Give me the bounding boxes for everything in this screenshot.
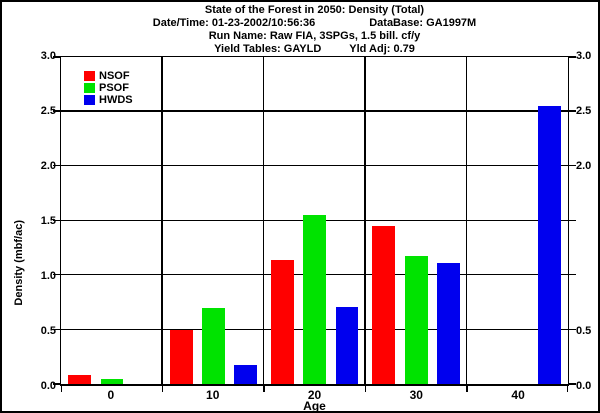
y-tick-right (568, 110, 576, 112)
bar-nsof-age-10 (169, 329, 193, 384)
y-tick-label-right: 0.0 (576, 380, 592, 392)
bar-nsof-age-20 (271, 259, 294, 384)
bar-psof-age-0 (100, 378, 124, 384)
psof-swatch-icon (84, 83, 95, 93)
y-tick-label-left: 0.0 (40, 380, 56, 392)
y-tick-label-left: 1.5 (40, 215, 56, 227)
legend-label: NSOF (99, 70, 130, 82)
y-tick-right (568, 164, 576, 167)
bar-group-age-20 (264, 57, 365, 384)
legend-item-hwds: HWDS (84, 94, 133, 106)
legend-item-psof: PSOF (84, 82, 133, 94)
x-tick (60, 386, 62, 392)
bar-nsof-age-30 (372, 225, 396, 384)
v-gridline (161, 57, 163, 384)
chart-header: State of the Forest in 2050: Density (To… (60, 4, 569, 56)
bar-hwds-age-20 (335, 306, 359, 384)
x-tick (566, 386, 568, 392)
legend-label: PSOF (99, 82, 129, 94)
y-tick-label-left: 3.0 (40, 50, 56, 62)
bar-psof-age-30 (404, 256, 428, 384)
hwds-swatch-icon (84, 95, 95, 105)
h-gridline (61, 164, 568, 167)
x-tick (466, 386, 468, 392)
h-gridline (61, 110, 568, 112)
legend-label: HWDS (99, 94, 133, 106)
y-tick-right (568, 219, 576, 221)
x-axis-title: Age (303, 399, 326, 413)
y-tick-left (53, 328, 61, 330)
y-tick-right (568, 56, 576, 58)
bar-psof-age-10 (201, 307, 225, 384)
bar-group-age-40 (467, 57, 568, 384)
yield-adj-text: Yld Adj: 0.79 (349, 43, 415, 55)
chart-title: State of the Forest in 2050: Density (To… (204, 4, 425, 16)
datetime-text: Date/Time: 01-23-2002/10:56:36 (152, 17, 316, 29)
y-tick-label-right: 3.0 (576, 50, 592, 62)
v-gridline (465, 57, 468, 384)
x-axis-tick-labels: 0 10 20 30 40 (60, 389, 569, 402)
nsof-swatch-icon (84, 71, 95, 81)
legend: NSOF PSOF HWDS (84, 70, 133, 106)
x-tick (161, 386, 164, 392)
bar-group-age-10 (162, 57, 263, 384)
y-tick-left (53, 110, 61, 112)
v-gridline (262, 57, 265, 384)
y-tick-left (53, 273, 61, 276)
chart-subtitle-yieldtables: Yield Tables: GAYLD Yld Adj: 0.79 (60, 43, 569, 56)
plot-area (53, 56, 576, 392)
database-text: DataBase: GA1997M (369, 17, 477, 29)
y-tick-right (568, 383, 576, 385)
v-gridline (364, 57, 366, 384)
x-tick-label: 0 (107, 388, 115, 402)
bar-group-age-30 (365, 57, 466, 384)
y-tick-label-right: 2.5 (576, 105, 592, 117)
x-tick-label: 40 (511, 388, 525, 402)
y-tick-label-right: 2.0 (576, 160, 592, 172)
y-tick-left (53, 56, 61, 58)
y-tick-left (53, 383, 61, 385)
yield-tables-text: Yield Tables: GAYLD (214, 43, 322, 55)
x-tick-label: 10 (206, 388, 220, 402)
bar-hwds-age-40 (538, 106, 562, 384)
y-tick-label-left: 2.5 (40, 105, 56, 117)
bar-hwds-age-30 (436, 263, 460, 384)
y-tick-label-left: 1.0 (40, 270, 56, 282)
x-tick-label: 30 (409, 388, 423, 402)
y-tick-left (53, 219, 61, 221)
bar-psof-age-20 (303, 215, 327, 384)
bar-group-age-0 (61, 57, 162, 384)
chart-subtitle-runname: Run Name: Raw FIA, 3SPGs, 1.5 bill. cf/y (208, 30, 421, 42)
y-tick-label-left: 2.0 (40, 160, 56, 172)
x-tick (263, 386, 265, 392)
legend-item-nsof: NSOF (84, 70, 133, 82)
y-tick-right (568, 328, 576, 330)
bar-hwds-age-10 (234, 365, 258, 384)
y-tick-right (568, 273, 576, 276)
x-tick-label: 20 (307, 388, 322, 402)
chart-subtitle-datetime-database: Date/Time: 01-23-2002/10:56:36 DataBase: … (60, 17, 569, 30)
y-tick-label-right: 0.5 (576, 325, 592, 337)
x-tick (364, 386, 367, 392)
bar-nsof-age-0 (68, 375, 92, 384)
y-tick-left (53, 164, 61, 167)
y-tick-label-left: 0.5 (40, 325, 56, 337)
